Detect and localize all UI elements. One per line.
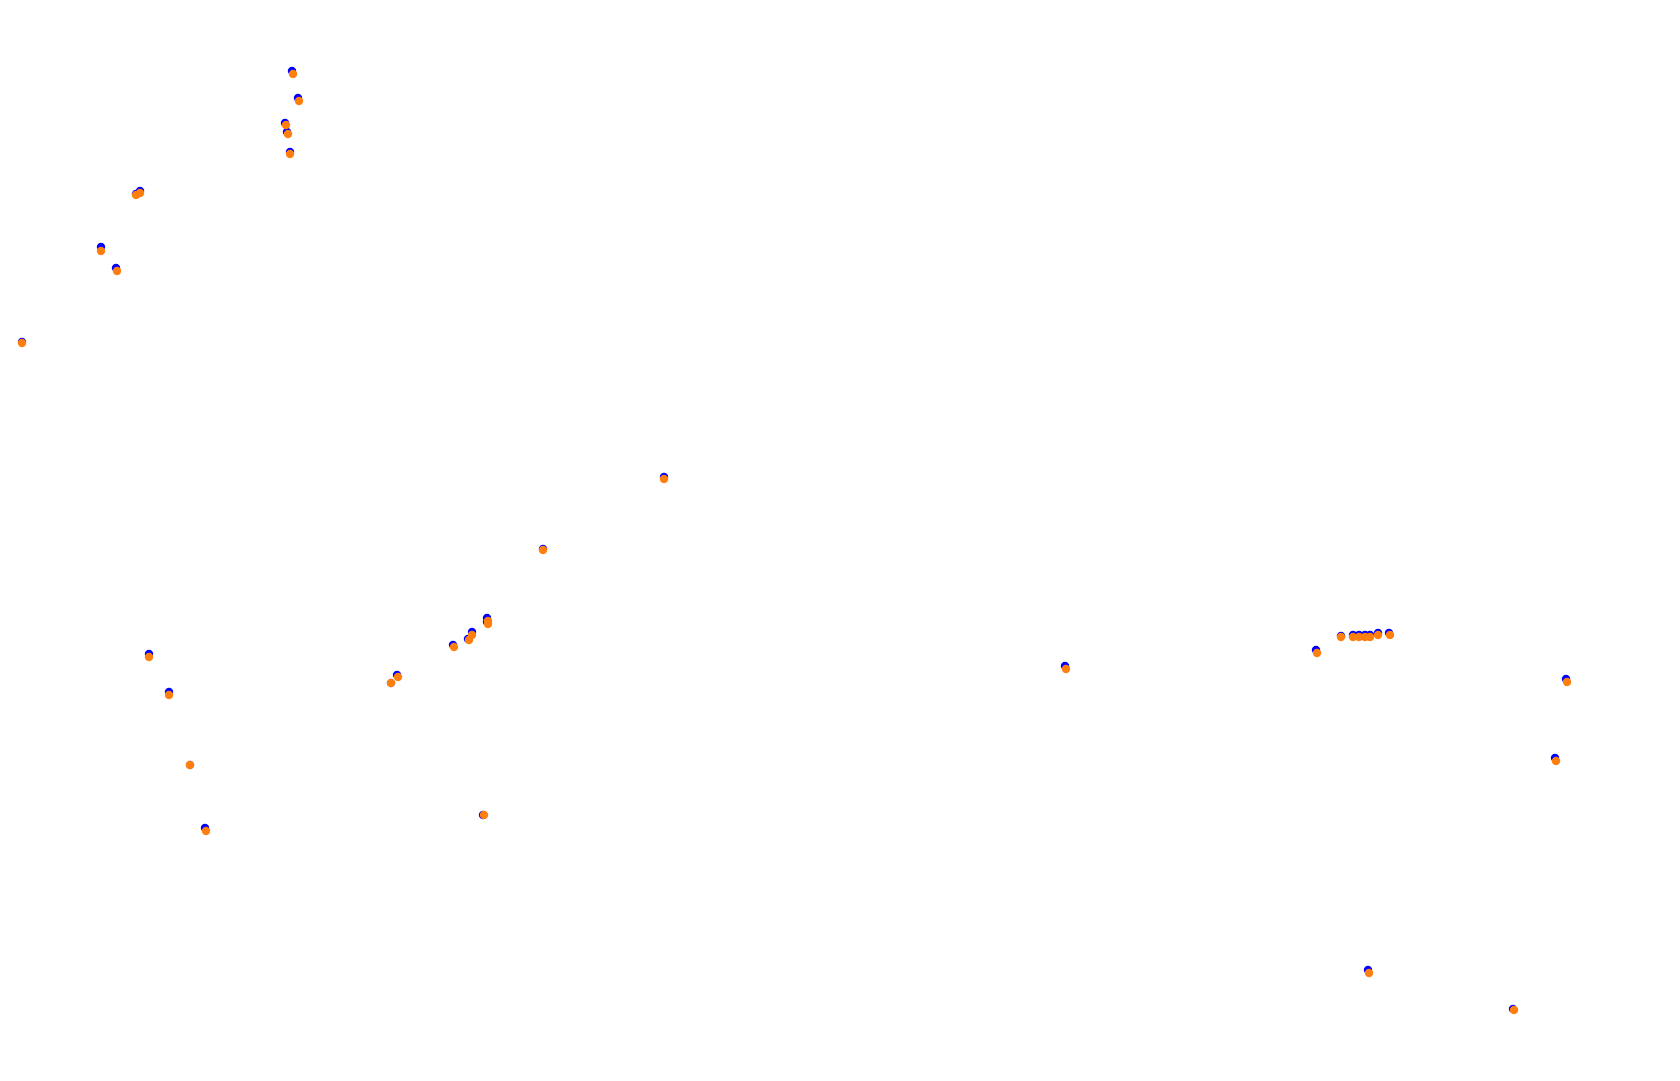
series-b-point-28 xyxy=(112,266,122,276)
series-b-point-23 xyxy=(1373,630,1383,640)
series-b-point-27 xyxy=(17,338,27,348)
series-b-point-15 xyxy=(659,474,669,484)
series-b-point-1 xyxy=(1364,968,1374,978)
series-b-point-16 xyxy=(1061,664,1071,674)
series-b-point-3 xyxy=(185,760,195,770)
series-b-point-17 xyxy=(1312,648,1322,658)
series-b-point-4 xyxy=(164,690,174,700)
series-b-point-5 xyxy=(144,652,154,662)
series-b-point-36 xyxy=(288,69,298,79)
series-b-point-22 xyxy=(1365,632,1375,642)
series-b-point-7 xyxy=(386,678,396,688)
series-b-point-11 xyxy=(467,630,477,640)
series-b-point-33 xyxy=(283,129,293,139)
series-b-point-26 xyxy=(1562,677,1572,687)
series-b-point-13 xyxy=(483,616,493,626)
series-b-point-8 xyxy=(393,672,403,682)
series-b-point-6 xyxy=(479,810,489,820)
series-b-point-14 xyxy=(538,545,548,555)
series-b-points xyxy=(17,69,1572,1015)
series-b-point-20 xyxy=(1354,632,1364,642)
series-b-point-32 xyxy=(285,149,295,159)
series-b-point-19 xyxy=(1348,632,1358,642)
series-b-point-9 xyxy=(449,642,459,652)
series-b-point-24 xyxy=(1385,630,1395,640)
series-b-point-25 xyxy=(1551,756,1561,766)
series-b-point-35 xyxy=(294,96,304,106)
series-b-point-2 xyxy=(201,826,211,836)
series-b-point-18 xyxy=(1336,632,1346,642)
series-b-point-29 xyxy=(96,246,106,256)
series-b-point-34 xyxy=(281,120,291,130)
series-b-point-0 xyxy=(1509,1005,1519,1015)
series-b-point-31 xyxy=(135,188,145,198)
